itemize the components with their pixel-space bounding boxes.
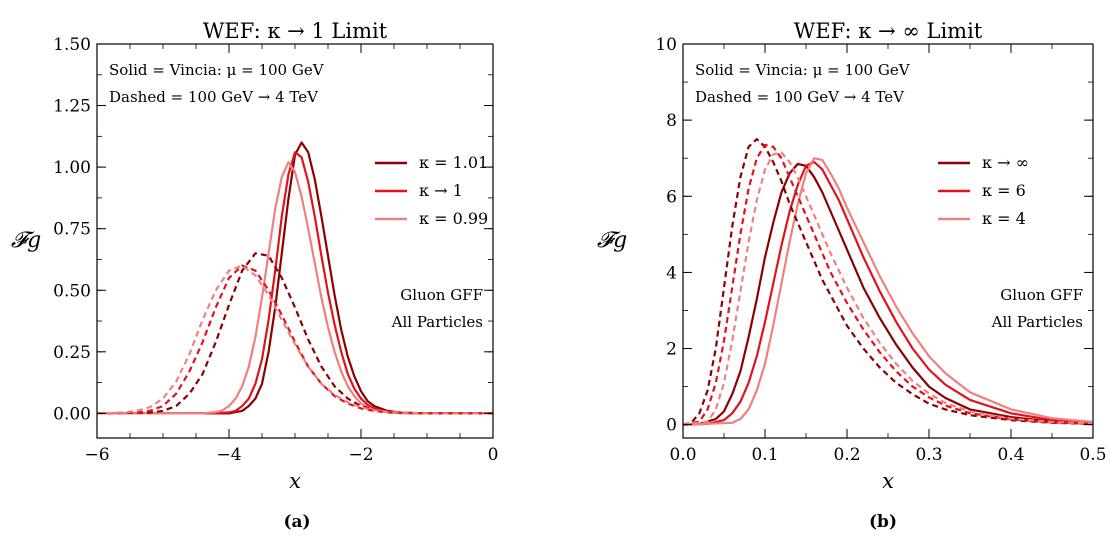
- y-tick-label: 8: [666, 111, 677, 131]
- y-tick-label: 0: [666, 416, 677, 436]
- annotation-dashed: Dashed = 100 GeV → 4 TeV: [695, 88, 905, 106]
- x-tick-label: −4: [216, 445, 241, 465]
- y-tick-label: 6: [666, 187, 677, 207]
- legend-label: κ = 0.99: [419, 209, 488, 228]
- legend-label: κ = 6: [982, 181, 1026, 200]
- y-tick-label: 2: [666, 340, 677, 360]
- chart-title: WEF: κ → ∞ Limit: [794, 19, 983, 43]
- chart-a: −6 −4 −2 0 0.00 0.25 0.50 0.75 1.00 1.25 1.50 WEF: …: [11, 19, 499, 493]
- annotation-solid: Solid = Vincia: μ = 100 GeV: [695, 61, 911, 79]
- legend-label: κ = 1.01: [419, 153, 488, 172]
- annotation-gluon: Gluon GFF: [1000, 286, 1083, 304]
- y-tick-label: 0.00: [53, 404, 91, 424]
- series-line-4: [682, 138, 1094, 426]
- legend-label: κ → 1: [419, 181, 463, 200]
- y-tick-label: 0.50: [53, 281, 91, 301]
- y-tick-label: 1.25: [53, 97, 91, 117]
- y-tick-label: 0.25: [53, 343, 91, 363]
- y-tick-label: 10: [655, 35, 677, 55]
- caption-b: (b): [869, 512, 897, 532]
- y-tick-label: 4: [666, 263, 677, 283]
- annotation-dashed: Dashed = 100 GeV → 4 TeV: [109, 88, 319, 106]
- x-axis-label: x: [882, 469, 894, 493]
- series-line-6: [96, 264, 493, 415]
- x-tick-label: 0.2: [833, 445, 860, 465]
- series-line-4: [96, 252, 493, 415]
- x-tick-label: 0.5: [1079, 445, 1106, 465]
- series-line-2: [682, 160, 1094, 426]
- caption-a: (a): [283, 512, 311, 532]
- chart-b: 0.0 0.1 0.2 0.3 0.4 0.5 0 2 4 6 8 10 WEF: κ → ∞ Limi…: [597, 19, 1107, 493]
- x-axis-label: x: [289, 469, 301, 493]
- y-tick-label: 0.75: [53, 220, 91, 240]
- series-line-5: [682, 143, 1094, 426]
- annotation-particles: All Particles: [991, 313, 1083, 331]
- y-tick-label: 1.50: [53, 35, 91, 55]
- x-tick-label: 0.0: [669, 445, 696, 465]
- x-tick-label: 0.3: [915, 445, 942, 465]
- series-line-2: [97, 151, 493, 415]
- series-line-3: [682, 157, 1094, 426]
- chart-title: WEF: κ → 1 Limit: [203, 19, 388, 43]
- y-tick-label: 1.00: [53, 158, 91, 178]
- series-line-1: [682, 162, 1094, 426]
- annotation-solid: Solid = Vincia: μ = 100 GeV: [109, 61, 325, 79]
- y-axis-label: 𝓕g: [11, 228, 41, 253]
- series-line-1: [97, 141, 493, 415]
- x-tick-label: 0.4: [997, 445, 1024, 465]
- y-axis-label: 𝓕g: [597, 228, 627, 253]
- annotation-gluon: Gluon GFF: [400, 286, 483, 304]
- legend-label: κ = 4: [982, 209, 1026, 228]
- x-tick-label: 0: [488, 445, 499, 465]
- series-line-6: [682, 151, 1094, 426]
- x-tick-label: −6: [84, 445, 109, 465]
- x-tick-label: −2: [348, 445, 373, 465]
- legend-label: κ → ∞: [982, 153, 1029, 172]
- x-tick-label: 0.1: [751, 445, 778, 465]
- annotation-particles: All Particles: [391, 313, 483, 331]
